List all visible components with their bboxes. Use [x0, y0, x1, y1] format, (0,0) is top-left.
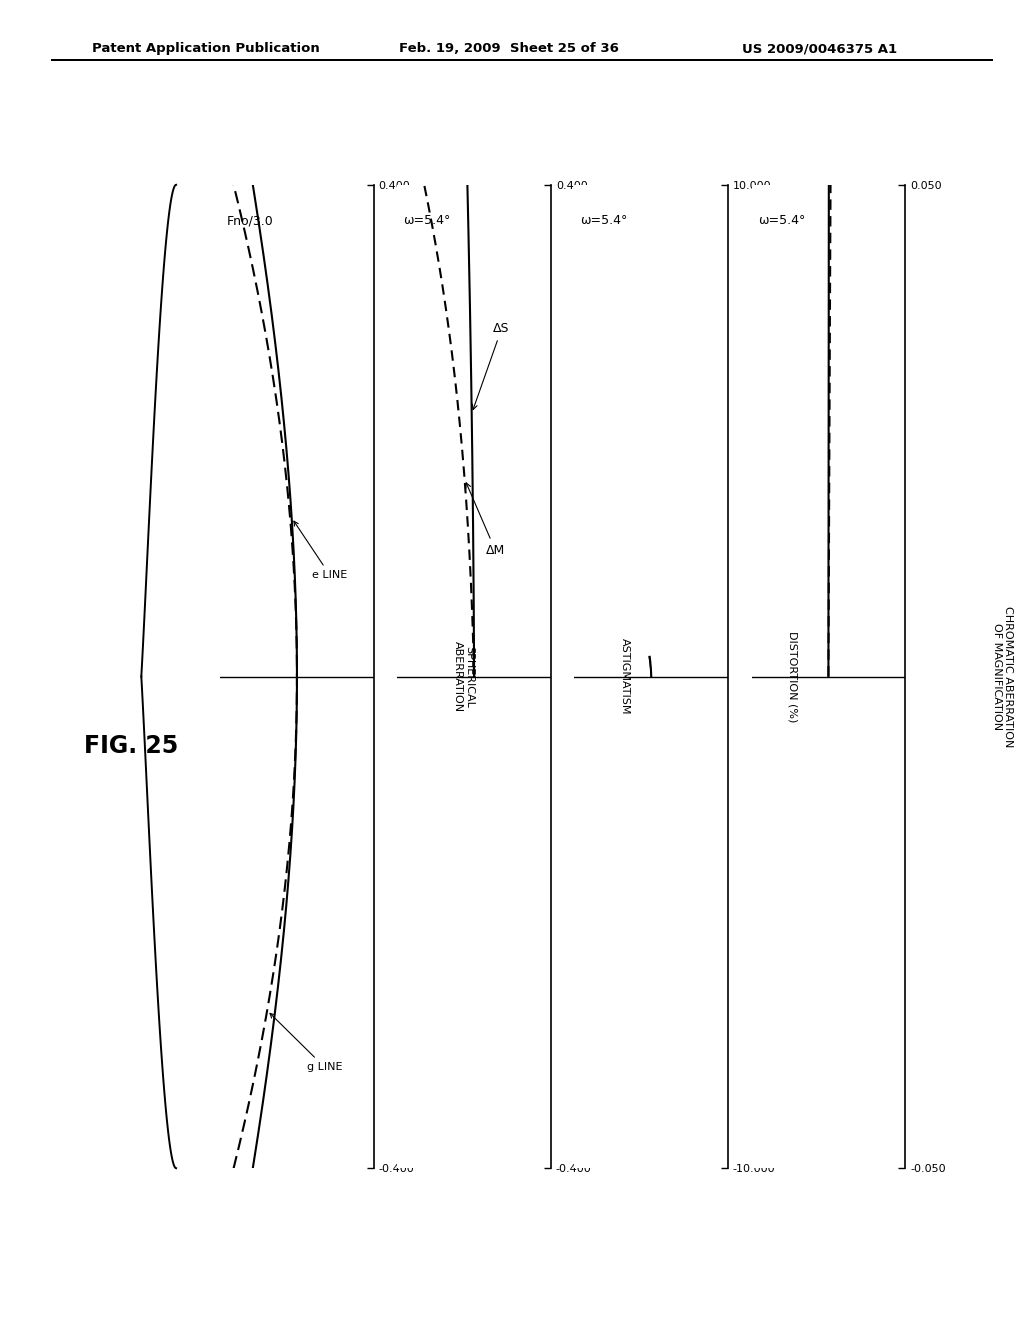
Text: Patent Application Publication: Patent Application Publication	[92, 42, 319, 55]
Text: ω=5.4°: ω=5.4°	[581, 214, 628, 227]
Text: Fno/3.0: Fno/3.0	[226, 214, 273, 227]
Text: e LINE: e LINE	[294, 521, 347, 581]
Text: ΔS: ΔS	[472, 322, 510, 409]
Text: ω=5.4°: ω=5.4°	[758, 214, 805, 227]
Text: ΔM: ΔM	[466, 483, 505, 557]
Text: ASTIGMATISM: ASTIGMATISM	[620, 639, 630, 714]
Text: SPHERICAL
ABERRATION: SPHERICAL ABERRATION	[453, 642, 475, 711]
Text: US 2009/0046375 A1: US 2009/0046375 A1	[742, 42, 897, 55]
Text: Feb. 19, 2009  Sheet 25 of 36: Feb. 19, 2009 Sheet 25 of 36	[399, 42, 620, 55]
Text: CHROMATIC ABERRATION
OF MAGNIFICATION: CHROMATIC ABERRATION OF MAGNIFICATION	[991, 606, 1014, 747]
Text: ω=5.4°: ω=5.4°	[403, 214, 451, 227]
Text: FIG. 25: FIG. 25	[84, 734, 178, 758]
Text: g LINE: g LINE	[270, 1014, 342, 1072]
Text: DISTORTION (%): DISTORTION (%)	[787, 631, 798, 722]
